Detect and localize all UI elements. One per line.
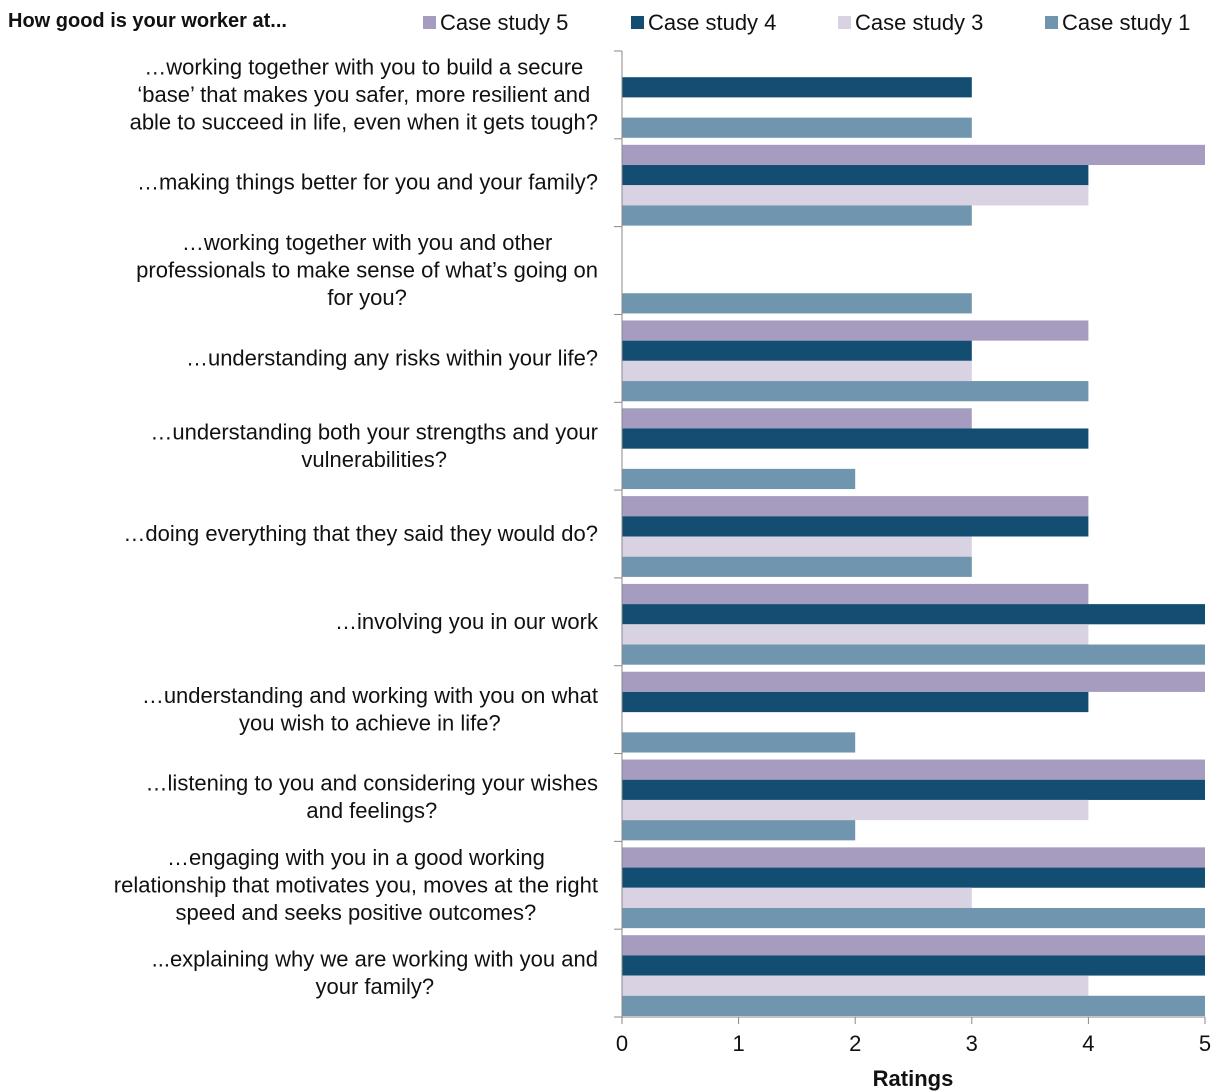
bar-case-study-5-cat-9: [622, 759, 1205, 780]
bar-case-study-5-cat-11: [622, 935, 1205, 956]
x-tick-label: 0: [616, 1031, 628, 1056]
category-label: …listening to you and considering your w…: [146, 771, 598, 824]
x-axis: 0 1 2 3 4 5: [616, 1016, 1211, 1056]
bar-case-study-3-cat-2: [622, 185, 1089, 206]
bar-case-study-1-cat-5: [622, 468, 856, 490]
bar-case-study-1-cat-4: [622, 381, 1089, 402]
bar-case-study-5-cat-6: [622, 496, 1089, 517]
bar-case-study-1-cat-9: [622, 820, 856, 841]
bar-case-study-1-cat-8: [622, 732, 856, 753]
bar-case-study-4-cat-8: [622, 691, 1089, 713]
category-label-line: able to succeed in life, even when it ge…: [130, 109, 598, 134]
legend: Case study 5 Case study 4 Case study 3 Case…: [423, 10, 1190, 35]
bar-case-study-3-cat-11: [622, 975, 1089, 996]
category-label-line: ‘base’ that makes you safer, more resili…: [137, 82, 590, 107]
bar-case-study-4-cat-5: [622, 428, 1089, 449]
category-label-line: …involving you in our work: [335, 609, 599, 634]
x-tick-label: 4: [1082, 1031, 1094, 1056]
bar-case-study-5-cat-8: [622, 671, 1205, 692]
x-axis-label: Ratings: [873, 1066, 954, 1091]
bar-case-study-3-cat-6: [622, 536, 972, 557]
bar-case-study-1-cat-1: [622, 117, 972, 138]
category-label-line: …working together with you and other: [182, 230, 553, 255]
bar-case-study-4-cat-10: [622, 867, 1205, 888]
bar-case-study-3-cat-7: [622, 624, 1089, 645]
category-label: …working together with you and other prof…: [136, 230, 598, 310]
bars: [622, 77, 1205, 1016]
bar-case-study-4-cat-11: [622, 955, 1205, 976]
bar-case-study-1-cat-2: [622, 205, 972, 226]
bar-case-study-4-cat-6: [622, 516, 1089, 537]
x-tick-label: 5: [1199, 1031, 1211, 1056]
category-label-line: professionals to make sense of what’s go…: [136, 258, 598, 283]
category-label-line: …engaging with you in a good working: [167, 845, 545, 870]
chart-title: How good is your worker at...: [8, 10, 287, 32]
bar-case-study-1-cat-3: [622, 293, 972, 314]
category-label-line: relationship that motivates you, moves a…: [114, 872, 598, 897]
legend-swatch-case-study-4: [631, 16, 644, 29]
bar-case-study-4-cat-4: [622, 340, 972, 361]
bar-case-study-5-cat-2: [622, 144, 1205, 166]
bar-case-study-4-cat-7: [622, 604, 1205, 625]
category-labels: …working together with you to build a se…: [114, 54, 599, 998]
bar-case-study-5-cat-5: [622, 408, 972, 429]
category-label: …understanding and working with you on w…: [142, 683, 598, 736]
category-label-line: vulnerabilities?: [301, 447, 447, 472]
x-tick-label: 2: [849, 1031, 861, 1056]
category-label: ...explaining why we are working with yo…: [152, 946, 598, 999]
category-label-line: you wish to achieve in life?: [239, 710, 501, 735]
legend-swatch-case-study-5: [423, 16, 436, 29]
x-tick-label: 1: [732, 1031, 744, 1056]
bar-case-study-4-cat-9: [622, 779, 1205, 800]
category-label-line: and feelings?: [306, 798, 437, 823]
category-label-line: …doing everything that they said they wo…: [123, 521, 598, 546]
category-label: …understanding both your strengths and y…: [150, 419, 598, 472]
legend-label-case-study-3: Case study 3: [855, 10, 983, 35]
bar-case-study-1-cat-6: [622, 556, 972, 577]
category-label: …doing everything that they said they wo…: [123, 521, 598, 546]
category-label: …engaging with you in a good working rela…: [114, 845, 598, 925]
bar-case-study-1-cat-7: [622, 644, 1205, 665]
category-label-line: …understanding and working with you on w…: [142, 683, 598, 708]
category-label-line: ...explaining why we are working with yo…: [152, 946, 598, 971]
category-label-line: …listening to you and considering your w…: [146, 771, 598, 796]
bar-case-study-4-cat-1: [622, 77, 972, 98]
bar-case-study-3-cat-9: [622, 799, 1089, 821]
category-label: …involving you in our work: [335, 609, 599, 634]
category-label-line: speed and seeks positive outcomes?: [176, 900, 537, 925]
bar-case-study-5-cat-7: [622, 583, 1089, 605]
legend-label-case-study-1: Case study 1: [1062, 10, 1190, 35]
category-label: …understanding any risks within your lif…: [186, 345, 598, 370]
bar-case-study-3-cat-10: [622, 887, 972, 908]
category-label: …making things better for you and your f…: [137, 170, 598, 195]
category-label-line: …understanding both your strengths and y…: [150, 419, 598, 444]
legend-label-case-study-5: Case study 5: [440, 10, 568, 35]
bar-case-study-5-cat-10: [622, 847, 1205, 868]
legend-swatch-case-study-1: [1045, 16, 1058, 29]
bar-case-study-4-cat-2: [622, 165, 1089, 186]
x-tick-label: 3: [966, 1031, 978, 1056]
category-label-line: your family?: [316, 974, 435, 999]
legend-label-case-study-4: Case study 4: [648, 10, 776, 35]
bar-case-study-3-cat-4: [622, 360, 972, 382]
bar-case-study-1-cat-11: [622, 995, 1205, 1016]
bar-case-study-1-cat-10: [622, 907, 1205, 929]
bar-case-study-5-cat-4: [622, 320, 1089, 341]
category-label-line: …working together with you to build a se…: [144, 54, 583, 79]
category-label-line: for you?: [327, 285, 407, 310]
category-label-line: …understanding any risks within your lif…: [186, 345, 598, 370]
category-label: …working together with you to build a se…: [130, 54, 598, 134]
legend-swatch-case-study-3: [838, 16, 851, 29]
category-label-line: …making things better for you and your f…: [137, 170, 598, 195]
y-axis: [614, 50, 623, 1018]
